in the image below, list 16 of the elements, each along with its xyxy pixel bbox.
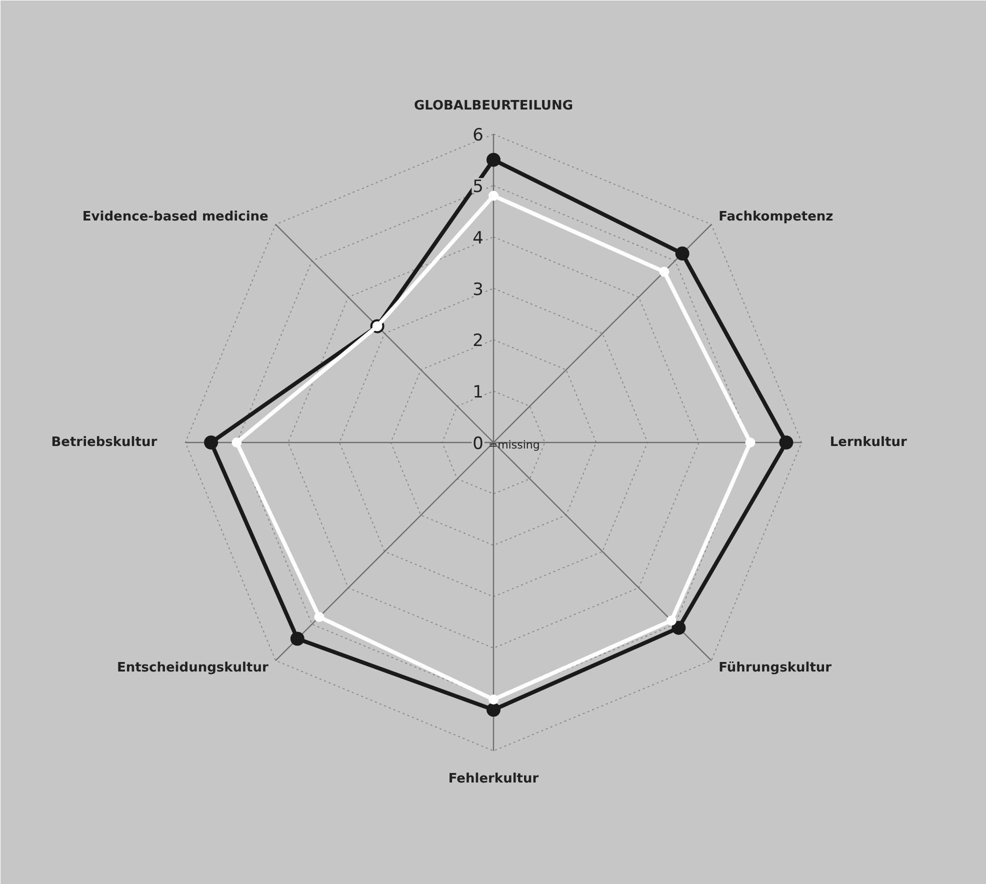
spoke-label: Entscheidungskultur xyxy=(116,660,269,676)
spoke-label: GLOBALBEURTEILUNG xyxy=(414,98,574,114)
text: =missing xyxy=(488,438,540,452)
spoke-label: Betriebskultur xyxy=(51,435,158,450)
spoke-label: Fachkompetenz xyxy=(718,210,834,225)
spoke-label: Führungskultur xyxy=(718,660,832,676)
y-tick-label: 6 xyxy=(472,126,484,146)
y-tick-label: 4 xyxy=(472,228,484,248)
y-tick-label: 2 xyxy=(472,331,484,352)
y-tick-label: 0 xyxy=(472,434,484,454)
y-tick-label: 1 xyxy=(472,382,484,403)
spoke-label: Lernkultur xyxy=(830,435,908,450)
y-tick-label: 3 xyxy=(472,280,484,300)
spoke-label: Fehlerkultur xyxy=(448,772,540,787)
y-tick-label: 5 xyxy=(472,177,484,198)
spoke-label: Evidence-based medicine xyxy=(82,210,269,225)
